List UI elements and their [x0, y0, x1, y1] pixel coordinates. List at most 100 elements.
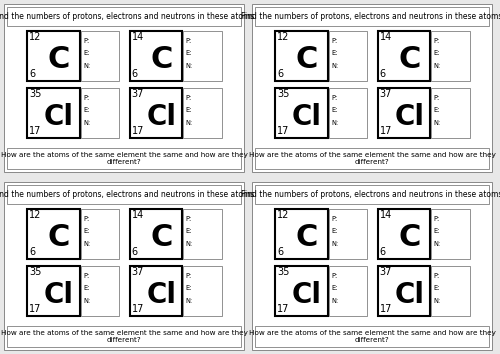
Bar [432, 88, 470, 138]
Bar [378, 266, 430, 316]
Text: N:: N: [83, 298, 90, 304]
Text: P:: P: [331, 216, 338, 222]
Text: 6: 6 [29, 69, 35, 79]
Text: Cl: Cl [292, 281, 322, 309]
Text: C: C [48, 223, 70, 252]
Text: 35: 35 [29, 89, 42, 99]
Text: N:: N: [83, 120, 90, 126]
Text: 37: 37 [132, 267, 144, 277]
Bar [432, 31, 470, 81]
Text: N:: N: [434, 120, 440, 126]
Text: P:: P: [434, 216, 440, 222]
Text: How are the atoms of the same element the same and how are they
different?: How are the atoms of the same element th… [0, 330, 248, 343]
Text: 6: 6 [29, 247, 35, 257]
Text: P:: P: [83, 216, 89, 222]
Bar [255, 148, 489, 169]
Text: N:: N: [434, 63, 440, 69]
Bar [81, 31, 120, 81]
Bar [252, 4, 492, 172]
Bar [329, 31, 368, 81]
Text: Find the numbers of protons, electrons and neutrons in these atoms: Find the numbers of protons, electrons a… [242, 190, 500, 199]
Bar [252, 182, 492, 350]
Text: Cl: Cl [394, 281, 424, 309]
Text: 37: 37 [132, 89, 144, 99]
Text: 12: 12 [277, 210, 289, 221]
Text: N:: N: [83, 241, 90, 247]
Text: 17: 17 [380, 304, 392, 314]
Bar [130, 88, 182, 138]
Text: N:: N: [331, 241, 338, 247]
Text: N:: N: [434, 298, 440, 304]
Text: N:: N: [186, 298, 192, 304]
Text: Cl: Cl [146, 281, 176, 309]
Text: 37: 37 [380, 89, 392, 99]
Text: 37: 37 [380, 267, 392, 277]
Text: E:: E: [186, 285, 192, 291]
Text: E:: E: [186, 107, 192, 113]
Bar [81, 266, 120, 316]
Bar [432, 266, 470, 316]
Bar [184, 209, 222, 259]
Text: 17: 17 [277, 126, 289, 136]
Text: E:: E: [186, 50, 192, 56]
Bar [378, 88, 430, 138]
Text: How are the atoms of the same element the same and how are they
different?: How are the atoms of the same element th… [248, 330, 496, 343]
Bar [7, 148, 241, 169]
Text: Cl: Cl [292, 103, 322, 131]
Text: E:: E: [186, 228, 192, 234]
Text: 6: 6 [277, 69, 283, 79]
Text: E:: E: [331, 228, 338, 234]
Bar [4, 182, 244, 350]
Bar [255, 185, 489, 204]
Text: E:: E: [83, 228, 89, 234]
Text: P:: P: [83, 38, 89, 44]
Bar [27, 266, 80, 316]
Text: 6: 6 [380, 247, 386, 257]
Bar [184, 88, 222, 138]
Bar [329, 266, 368, 316]
Bar [130, 266, 182, 316]
Text: P:: P: [186, 216, 192, 222]
Text: 12: 12 [277, 32, 289, 42]
Text: 17: 17 [380, 126, 392, 136]
Text: 35: 35 [29, 267, 42, 277]
Text: Cl: Cl [44, 103, 74, 131]
Text: E:: E: [331, 285, 338, 291]
Text: How are the atoms of the same element the same and how are they
different?: How are the atoms of the same element th… [0, 152, 248, 165]
Text: N:: N: [331, 63, 338, 69]
Text: E:: E: [331, 107, 338, 113]
Text: P:: P: [331, 95, 338, 101]
Bar [329, 209, 368, 259]
Text: Cl: Cl [394, 103, 424, 131]
Text: N:: N: [186, 241, 192, 247]
Text: Find the numbers of protons, electrons and neutrons in these atoms: Find the numbers of protons, electrons a… [0, 190, 254, 199]
Bar [329, 88, 368, 138]
Text: E:: E: [331, 50, 338, 56]
Bar [378, 209, 430, 259]
Bar [184, 266, 222, 316]
Text: P:: P: [331, 38, 338, 44]
Text: 6: 6 [277, 247, 283, 257]
Text: 14: 14 [380, 210, 392, 221]
Text: 6: 6 [132, 69, 138, 79]
Bar [432, 209, 470, 259]
Text: Find the numbers of protons, electrons and neutrons in these atoms: Find the numbers of protons, electrons a… [0, 12, 254, 21]
Text: 14: 14 [132, 32, 144, 42]
Text: N:: N: [186, 63, 192, 69]
Text: N:: N: [331, 298, 338, 304]
Text: C: C [296, 223, 318, 252]
Text: 17: 17 [29, 304, 42, 314]
Text: P:: P: [434, 273, 440, 279]
Bar [255, 7, 489, 26]
Bar [4, 4, 244, 172]
Bar [7, 185, 241, 204]
Bar [81, 209, 120, 259]
Text: N:: N: [434, 241, 440, 247]
Bar [7, 7, 241, 26]
Bar [275, 31, 328, 81]
Text: P:: P: [83, 95, 89, 101]
Text: E:: E: [83, 285, 89, 291]
Text: E:: E: [434, 285, 440, 291]
Text: 35: 35 [277, 89, 289, 99]
Text: 17: 17 [277, 304, 289, 314]
